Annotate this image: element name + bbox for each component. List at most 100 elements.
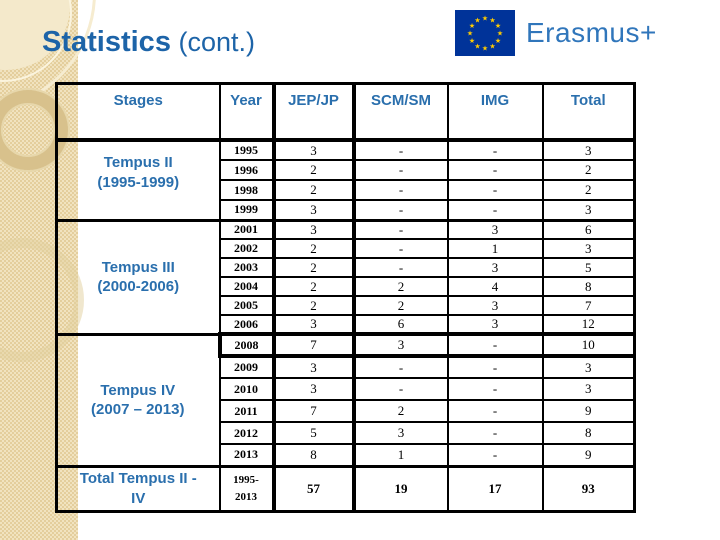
jep-jp-cell: 3 [271, 355, 356, 379]
total-cell: 2 [541, 179, 636, 201]
eu-star-icon: ★ [474, 17, 480, 25]
year-cell: 2002 [218, 238, 275, 259]
scm-sm-cell: 19 [352, 464, 449, 512]
img-cell: - [446, 332, 544, 358]
stage-cell: Tempus IV (2007 – 2013) [55, 332, 221, 467]
table-row: 2010 3- -3 [57, 377, 636, 401]
eu-star-icon: ★ [489, 17, 495, 25]
table-row: 2012 5 3-8 [57, 421, 636, 445]
img-cell: 3 [446, 314, 544, 335]
eu-flag-icon: ★ ★★★★★★★★★★★ [455, 10, 515, 56]
img-cell: 3 [446, 295, 544, 316]
stage-label-line1: Tempus IV [100, 381, 176, 399]
stage-cell: Tempus III (2000-2006) [55, 218, 221, 335]
scm-sm-cell: 3 [352, 421, 449, 445]
col-header-img: IMG [446, 82, 544, 142]
total-cell: 10 [541, 332, 636, 358]
img-cell: - [446, 421, 544, 445]
img-cell: 17 [446, 464, 544, 512]
eu-star-icon: ★ [482, 15, 488, 23]
erasmus-logo-text: Erasmus+ [526, 17, 657, 48]
stage-cell: Total Tempus II - IV [55, 464, 221, 512]
jep-jp-cell: 3 [271, 199, 356, 221]
jep-jp-cell: 5 [271, 421, 356, 445]
scm-sm-cell: - [352, 355, 449, 379]
img-cell: - [446, 179, 544, 201]
eu-star-icon: ★ [469, 22, 475, 30]
table-row: Tempus III (2000-2006) 2001 3-3 6 [55, 218, 636, 335]
img-cell: - [446, 159, 544, 181]
jep-jp-cell: 2 [271, 238, 356, 259]
stage-label-line1: Total Tempus II - [79, 470, 197, 487]
table-row: 2009 3- -3 [57, 355, 636, 379]
col-header-stages: Stages [55, 82, 221, 142]
col-header-total: Total [541, 82, 636, 142]
scm-sm-cell: - [352, 257, 449, 278]
table-row: 2006 3 6 3 12 [57, 314, 636, 335]
scm-sm-cell: - [352, 159, 449, 181]
scm-sm-cell: 6 [352, 314, 449, 335]
eu-star-icon: ★ [467, 30, 473, 38]
tempus-statistics-table: Stages Year JEP/JP SCM/SM IMG Total Tempus II… [55, 82, 636, 513]
stage-label-line2: (2000-2006) [97, 278, 180, 295]
table-row: 2002 2-1 3 [57, 238, 636, 259]
stage-label-line1: Tempus III [101, 258, 175, 276]
img-cell: - [446, 199, 544, 221]
year-cell: 2011 [218, 399, 275, 423]
year-cell: 2001 [218, 218, 275, 240]
year-cell: 2003 [218, 257, 275, 278]
year-cell: 1995 [218, 139, 275, 161]
total-cell: 3 [541, 355, 636, 379]
table-header-row: Stages Year JEP/JP SCM/SM IMG Total [55, 82, 636, 142]
total-cell: 3 [541, 238, 636, 259]
img-cell: 1 [446, 238, 544, 259]
jep-jp-cell: 3 [271, 377, 356, 401]
total-cell: 7 [541, 295, 636, 316]
jep-jp-cell: 7 [271, 332, 356, 358]
table-row: Tempus IV (2007 – 2013) 2008 7 3-10 [55, 332, 636, 467]
total-cell: 9 [541, 399, 636, 423]
stage-label-line2: (2007 – 2013) [91, 401, 185, 418]
jep-jp-cell: 57 [271, 464, 356, 512]
scm-sm-cell: - [352, 139, 449, 161]
title-suffix: (cont.) [170, 27, 255, 57]
erasmus-logo: ★ ★ ★ ★ ★ ★ ★ ★ ★ ★ ★ ★ Erasmus+ [455, 10, 657, 56]
table-row: 2011 7 2-9 [57, 399, 636, 423]
total-cell: 2 [541, 159, 636, 181]
col-header-jep-jp: JEP/JP [271, 82, 356, 142]
jep-jp-cell: 3 [271, 314, 356, 335]
year-cell: 2008 [217, 332, 275, 358]
table-row: Tempus II (1995-1999) 1995 3- -3 [55, 139, 636, 221]
page-title: Statistics (cont.) [42, 26, 255, 59]
total-cell: 93 [541, 464, 636, 512]
table-row: 1999 3- -3 [57, 199, 636, 221]
col-header-scm-sm: SCM/SM [352, 82, 449, 142]
stage-label-line2: IV [131, 489, 146, 507]
jep-jp-cell: 2 [271, 295, 356, 316]
table-row: 2003 2-3 5 [57, 257, 636, 278]
eu-star-icon: ★ [474, 43, 480, 51]
eu-star-icon: ★ [482, 45, 488, 53]
jep-jp-cell: 2 [271, 276, 356, 297]
jep-jp-cell: 3 [271, 139, 356, 161]
table-row: 2004 2 2 4 8 [57, 276, 636, 297]
scm-sm-cell: 2 [352, 399, 449, 423]
img-cell: 3 [446, 257, 544, 278]
stage-label-line1: Tempus II [103, 154, 173, 171]
year-cell: 1998 [218, 179, 275, 201]
img-cell: - [446, 443, 544, 467]
scm-sm-cell: 1 [352, 443, 449, 467]
total-cell: 12 [541, 314, 636, 335]
year-cell: 2004 [218, 276, 275, 297]
table-row: 1998 2- -2 [57, 179, 636, 201]
year-cell: 2010 [218, 377, 275, 401]
year-cell: 2005 [218, 295, 275, 316]
stage-cell: Tempus II (1995-1999) [55, 139, 221, 221]
total-cell: 9 [541, 443, 636, 467]
img-cell: - [446, 399, 544, 423]
eu-star-icon: ★ [489, 43, 495, 51]
table-row: 2013 8 1-9 [57, 443, 636, 467]
jep-jp-cell: 8 [271, 443, 356, 467]
total-cell: 8 [541, 276, 636, 297]
total-cell: 5 [541, 257, 636, 278]
